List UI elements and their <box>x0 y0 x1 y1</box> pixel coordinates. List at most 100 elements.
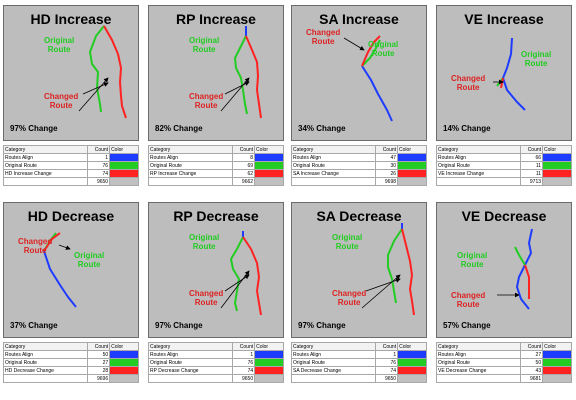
legend-category: Routes Align <box>436 153 521 162</box>
legend-row: HD Increase Change 74 <box>3 169 139 178</box>
changed-route-label: Changed Route <box>44 92 79 110</box>
changed-route-label: Changed Route <box>189 92 224 110</box>
legend-category <box>436 177 521 186</box>
legend-row: Routes Align 66 <box>436 153 572 162</box>
pointer-arrow-1 <box>361 274 401 309</box>
original-route-label: Original Route <box>189 233 220 251</box>
route-map-svg <box>78 25 127 119</box>
legend-category <box>148 177 233 186</box>
legend-row: SA Increase Change 26 <box>291 169 427 178</box>
category-legend-table: Category Count Color Routes Align 1 Original … <box>291 342 427 383</box>
legend-row: Routes Align 1 <box>147 350 284 359</box>
legend-row: RP Increase Change 62 <box>148 169 284 178</box>
legend-count: 50 <box>87 350 111 359</box>
original-route-label: Original Route <box>521 50 552 68</box>
changed-route-line <box>524 264 530 299</box>
category-legend-table: Category Count Color Routes Align 66 Original… <box>436 145 572 186</box>
route-map-panel: HD Increase Original Route Changed Route 97… <box>3 5 139 141</box>
original-route-line <box>514 246 526 266</box>
legend-count: 66 <box>519 153 544 162</box>
percent-change-label: 57% Change <box>443 321 491 330</box>
percent-change-label: 14% Change <box>443 124 491 133</box>
category-legend-table: Category Count Color Routes Align 8 Original … <box>148 145 284 186</box>
legend-color-swatch <box>109 177 139 186</box>
changed-route-label: Changed Route <box>451 74 486 92</box>
legend-category: HD Increase Change <box>3 169 88 178</box>
legend-header-row: Category Count Color <box>291 342 427 351</box>
percent-change-label: 37% Change <box>10 321 58 330</box>
original-route-line <box>89 25 105 113</box>
original-route-label: Original Route <box>44 36 75 54</box>
legend-count: 9696 <box>87 374 111 383</box>
panel-title: HD Decrease <box>27 208 115 224</box>
legend-count: 69 <box>231 161 256 170</box>
legend-row: Original Route 76 <box>147 358 284 367</box>
legend-category: SA Increase Change <box>291 169 376 178</box>
legend-count: 1 <box>374 350 399 359</box>
original-route-line <box>387 228 403 304</box>
route-map-panel: SA Increase Original Route Changed Route 34… <box>291 5 427 141</box>
legend-row: Routes Align 47 <box>291 153 427 162</box>
legend-row: RP Decrease Change 74 <box>147 366 284 375</box>
percent-change-label: 82% Change <box>155 124 203 133</box>
legend-row: 9662 <box>148 177 284 186</box>
legend-row: VE Decrease Change 43 <box>436 366 572 375</box>
route-map-svg <box>43 232 77 308</box>
legend-category <box>2 374 89 383</box>
legend-color-swatch <box>254 358 284 367</box>
legend-color-swatch <box>397 358 427 367</box>
header-count: Count <box>519 342 544 351</box>
changed-route-line <box>245 35 262 119</box>
legend-color-swatch <box>254 161 284 170</box>
route-map-svg <box>220 26 262 119</box>
legend-color-swatch <box>397 177 427 186</box>
legend-count: 76 <box>374 358 399 367</box>
legend-category: HD Decrease Change <box>2 366 89 375</box>
route-map-svg <box>493 37 526 111</box>
header-category: Category <box>2 342 89 351</box>
legend-row: 9713 <box>436 177 572 186</box>
percent-change-label: 97% Change <box>10 124 58 133</box>
legend-row: Routes Align 8 <box>148 153 284 162</box>
header-category: Category <box>3 145 88 154</box>
legend-color-swatch <box>542 169 572 178</box>
header-category: Category <box>436 145 521 154</box>
legend-count: 74 <box>374 366 399 375</box>
panel-title: VE Increase <box>464 11 544 27</box>
original-route-line <box>234 35 248 115</box>
header-count: Count <box>86 145 111 154</box>
route-map-svg <box>361 223 415 316</box>
panel-title: SA Increase <box>319 11 399 27</box>
legend-color-swatch <box>254 366 284 375</box>
legend-count: 28 <box>87 366 111 375</box>
changed-route-label: Changed Route <box>306 28 341 46</box>
legend-row: Original Route 27 <box>2 358 139 367</box>
legend-header-row: Category Count Color <box>436 342 572 351</box>
legend-count: 11 <box>519 169 544 178</box>
legend-count: 9650 <box>232 374 256 383</box>
legend-color-swatch <box>109 374 139 383</box>
panel-title: VE Decrease <box>461 208 547 224</box>
category-legend-table: Category Count Color Routes Align 1 Original … <box>147 342 284 383</box>
panel-title: RP Decrease <box>173 208 259 224</box>
legend-count: 26 <box>374 169 399 178</box>
pointer-arrow-1 <box>58 244 71 250</box>
legend-count: 1 <box>232 350 256 359</box>
legend-color-swatch <box>397 350 427 359</box>
legend-color-swatch <box>542 350 572 359</box>
header-color: Color <box>109 342 139 351</box>
legend-category: SA Decrease Change <box>291 366 376 375</box>
legend-color-swatch <box>109 366 139 375</box>
legend-count: 9662 <box>231 177 256 186</box>
header-count: Count <box>519 145 544 154</box>
header-color: Color <box>542 145 572 154</box>
legend-category: Routes Align <box>291 350 376 359</box>
header-category: Category <box>147 342 234 351</box>
legend-header-row: Category Count Color <box>148 145 284 154</box>
original-route-line <box>230 236 244 312</box>
header-color: Color <box>397 145 427 154</box>
legend-header-row: Category Count Color <box>2 342 139 351</box>
legend-category: VE Increase Change <box>436 169 521 178</box>
legend-category: Routes Align <box>148 153 233 162</box>
header-category: Category <box>291 145 376 154</box>
